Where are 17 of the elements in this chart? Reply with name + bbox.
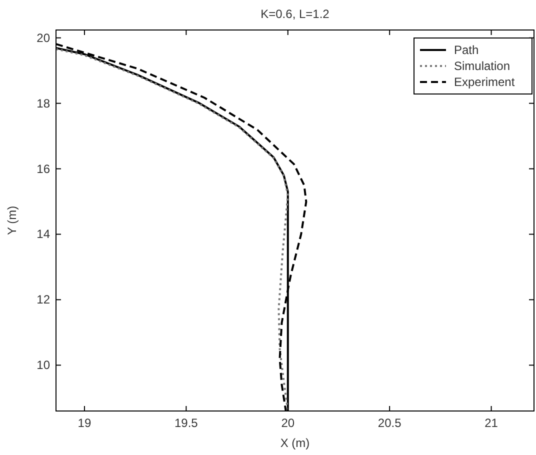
y-axis-title: Y (m): [5, 206, 19, 236]
x-tick-label: 21: [484, 416, 498, 430]
y-tick-label: 12: [36, 292, 50, 307]
y-tick-label: 20: [36, 30, 50, 45]
x-tick-label: 19.5: [174, 416, 198, 430]
x-tick-label: 20: [281, 416, 295, 430]
y-tick-label: 10: [36, 358, 50, 372]
chart-title: K=0.6, L=1.2: [260, 7, 330, 21]
y-tick-label: 16: [36, 162, 50, 176]
x-axis-title: X (m): [280, 436, 310, 450]
x-tick-label: 20.5: [378, 416, 402, 430]
legend-label: Experiment: [454, 75, 516, 89]
legend-label: Simulation: [454, 59, 510, 73]
y-tick-label: 14: [36, 227, 50, 242]
x-tick-label: 19: [78, 416, 92, 430]
legend-label: Path: [454, 43, 479, 57]
y-tick-label: 18: [36, 96, 50, 110]
